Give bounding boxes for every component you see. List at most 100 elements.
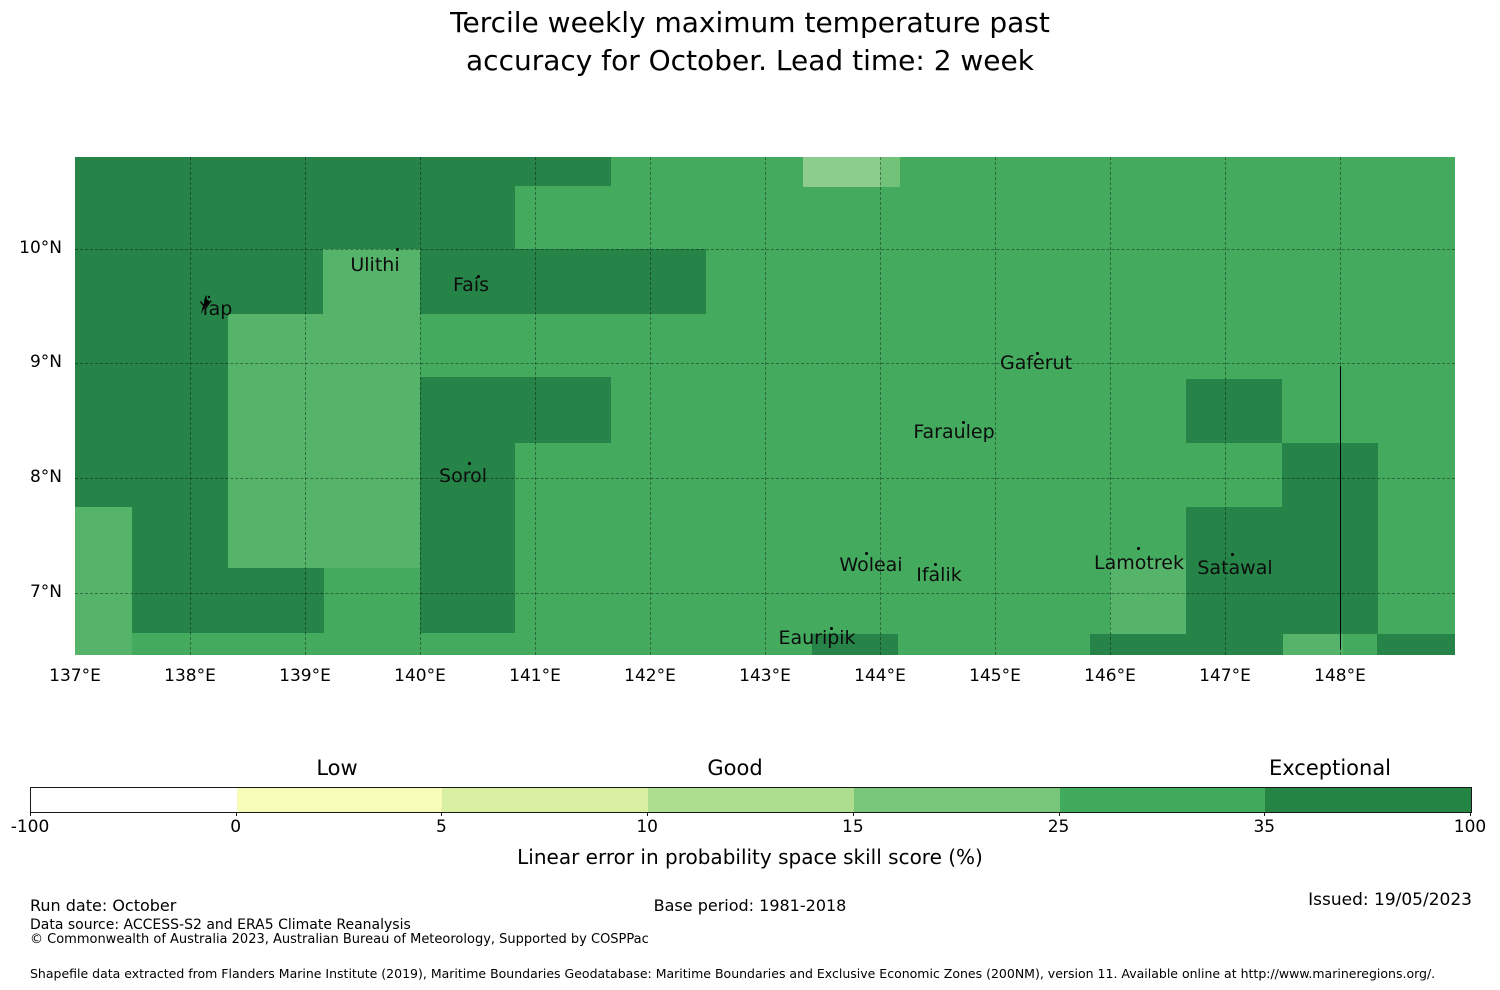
- island-label-satawal: Satawal: [1197, 557, 1273, 579]
- colorbar: [30, 787, 1472, 813]
- island-marker-dot: [468, 462, 471, 465]
- colorbar-tick: [441, 812, 443, 816]
- colorbar-tick-label: 100: [1453, 817, 1487, 837]
- x-axis-tick-label: 140°E: [394, 666, 446, 686]
- map-cell-skill-10-15: [803, 157, 880, 187]
- colorbar-tick-label: 35: [1253, 817, 1276, 837]
- colorbar-axis-label: Linear error in probability space skill …: [517, 845, 983, 869]
- gridline-meridian: [190, 157, 191, 655]
- colorbar-tick: [235, 812, 237, 816]
- footer-data-source: Data source: ACCESS-S2 and ERA5 Climate …: [30, 917, 411, 933]
- gridline-meridian: [1225, 157, 1226, 655]
- footer-run-date: Run date: October: [30, 896, 177, 915]
- colorbar-segment-5-to-10: [442, 788, 649, 812]
- x-axis-tick-label: 139°E: [279, 666, 331, 686]
- colorbar-tick: [30, 812, 31, 816]
- island-label-sorol: Sorol: [439, 465, 487, 487]
- map-cell-skill-15-25: [1283, 634, 1343, 655]
- map-cell-skill->35: [420, 377, 515, 633]
- colorbar-segment-25-to-35: [1059, 788, 1266, 812]
- chart-title-line2: accuracy for October. Lead time: 2 week: [466, 44, 1034, 77]
- x-axis-tick-label: 145°E: [969, 666, 1021, 686]
- gridline-meridian: [305, 157, 306, 655]
- colorbar-tick: [1058, 812, 1060, 816]
- colorbar-segment-15-to-25: [853, 788, 1060, 812]
- footer-issued-date: Issued: 19/05/2023: [1308, 890, 1472, 910]
- island-label-ulithi: Ulithi: [350, 254, 400, 276]
- map-cell-skill-15-25: [1110, 560, 1186, 634]
- colorbar-tick-label: 25: [1047, 817, 1070, 837]
- gridline-meridian: [1110, 157, 1111, 655]
- x-axis-tick-label: 147°E: [1199, 666, 1251, 686]
- gridline-meridian: [880, 157, 881, 655]
- map-cell-skill->35: [1377, 634, 1455, 655]
- colorbar-segment--100-to-0: [31, 788, 237, 812]
- map-cell-skill->35: [75, 314, 228, 507]
- map-cell-skill->35: [812, 634, 898, 655]
- map-cell-skill->35: [1282, 443, 1378, 634]
- map-cell-skill->35: [420, 249, 706, 314]
- island-label-eauripik: Eauripik: [778, 627, 856, 649]
- island-label-yap: Yap: [199, 298, 233, 320]
- island-label-fais: Fais: [452, 274, 490, 296]
- map-cell-skill->35: [75, 157, 611, 186]
- footer-base-period: Base period: 1981-2018: [653, 896, 847, 915]
- colorbar-tick: [1264, 812, 1266, 816]
- yap-island-shape: [196, 293, 216, 317]
- colorbar-segment-10-to-15: [648, 788, 854, 812]
- x-axis-tick-label: 138°E: [164, 666, 216, 686]
- colorbar-tick: [1470, 812, 1471, 816]
- gridline-meridian: [420, 157, 421, 655]
- map-cell-skill->35: [1186, 507, 1282, 634]
- gridline-meridian: [535, 157, 536, 655]
- chart-title-line1: Tercile weekly maximum temperature past: [450, 6, 1050, 39]
- island-label-gaferut: Gaferut: [999, 352, 1073, 374]
- island-marker-dot: [477, 275, 480, 278]
- x-axis-tick-label: 137°E: [49, 666, 101, 686]
- gridline-parallel: [75, 478, 1455, 479]
- island-marker-dot: [1036, 352, 1039, 355]
- island-marker-dot: [962, 421, 965, 424]
- footer-copyright: © Commonwealth of Australia 2023, Austra…: [30, 932, 649, 947]
- map-cell-skill->35: [1090, 634, 1283, 655]
- maritime-boundary-line: [1340, 366, 1341, 650]
- colorbar-segment-0-to-5: [236, 788, 443, 812]
- colorbar-tick-label: 10: [636, 817, 658, 837]
- map-plot: Yap Ulithi Fais Sorol Gaferut Faraulep Woleai I…: [75, 157, 1455, 655]
- gridline-parallel: [75, 593, 1455, 594]
- island-marker-dot: [1231, 553, 1234, 556]
- x-axis-tick-label: 144°E: [854, 666, 906, 686]
- island-marker-dot: [830, 627, 833, 630]
- y-axis-tick-label: 7°N: [29, 582, 62, 602]
- map-cell-skill->35: [1186, 379, 1282, 443]
- x-axis-tick-label: 143°E: [739, 666, 791, 686]
- colorbar-zone-label-good: Good: [707, 756, 763, 780]
- map-cell-skill-15-25: [75, 507, 132, 655]
- x-axis-tick-label: 142°E: [624, 666, 676, 686]
- island-label-faraulep: Faraulep: [913, 421, 995, 443]
- map-cell-skill->35: [75, 186, 515, 249]
- map-cell-skill-15-25: [228, 314, 420, 568]
- map-cell-skill->35: [515, 377, 611, 443]
- colorbar-tick: [852, 812, 854, 816]
- gridline-parallel: [75, 363, 1455, 364]
- gridline-parallel: [75, 249, 1455, 250]
- gridline-meridian: [765, 157, 766, 655]
- colorbar-segment-35-to-100: [1265, 788, 1472, 812]
- colorbar-tick-label: 0: [230, 817, 242, 837]
- map-cell-skill->35: [132, 507, 228, 633]
- island-label-woleai: Woleai: [839, 554, 903, 576]
- y-axis-tick-label: 8°N: [29, 467, 62, 487]
- colorbar-zone-label-exceptional: Exceptional: [1268, 756, 1392, 780]
- island-marker-dot: [934, 563, 937, 566]
- island-marker-dot: [396, 248, 399, 251]
- y-axis-tick-label: 9°N: [29, 352, 62, 372]
- gridline-meridian: [995, 157, 996, 655]
- island-label-lamotrek: Lamotrek: [1094, 552, 1184, 574]
- x-axis-tick-label: 146°E: [1084, 666, 1136, 686]
- footer-shapefile-note: Shapefile data extracted from Flanders M…: [30, 966, 1436, 981]
- colorbar-tick: [647, 812, 649, 816]
- colorbar-zone-label-low: Low: [316, 756, 358, 780]
- map-cell-skill->35: [75, 249, 323, 314]
